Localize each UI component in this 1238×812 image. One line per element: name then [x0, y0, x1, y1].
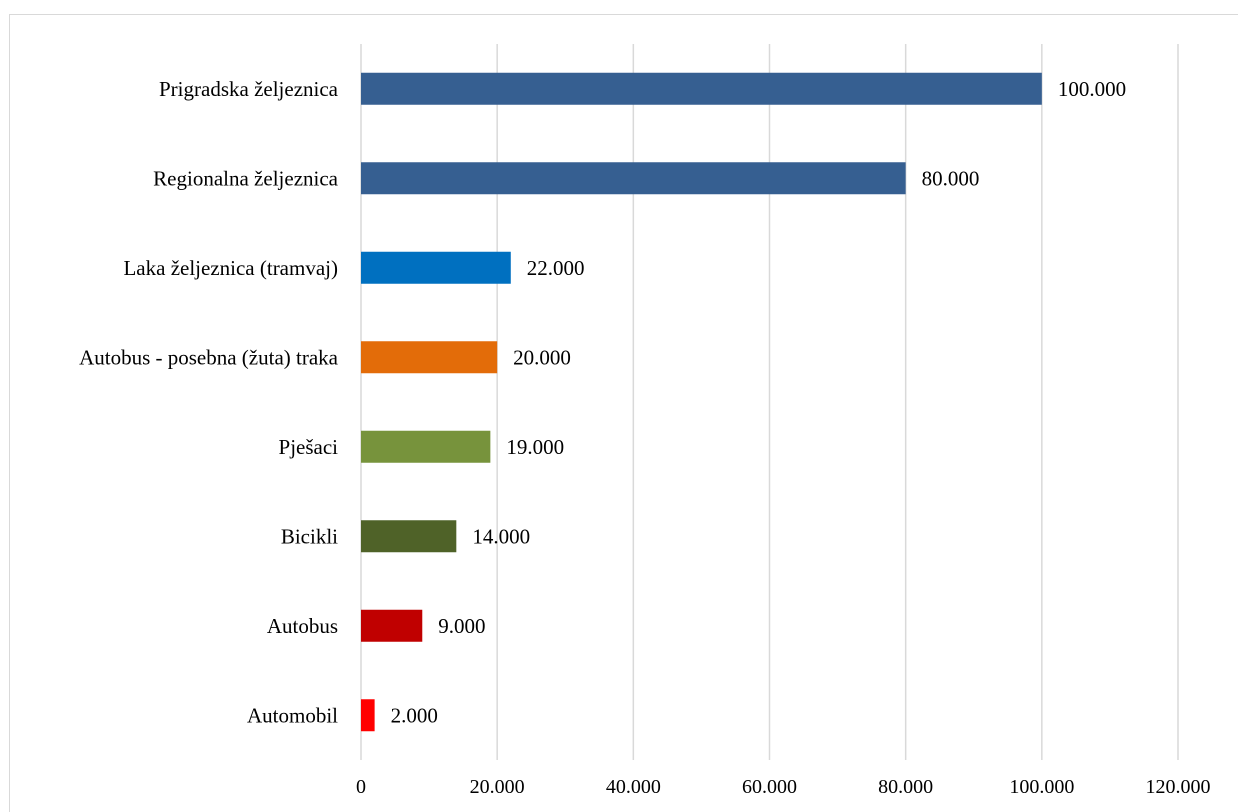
- bar: [361, 162, 906, 195]
- bar: [361, 251, 511, 284]
- category-label: Automobil: [247, 703, 338, 727]
- category-label: Laka željeznica (tramvaj): [123, 256, 338, 280]
- x-tick-label: 20.000: [470, 776, 525, 798]
- data-label: 9.000: [438, 614, 485, 638]
- data-label: 19.000: [506, 435, 564, 459]
- x-tick-label: 100.000: [1009, 776, 1074, 798]
- bar: [361, 609, 423, 642]
- x-tick-label: 0: [356, 776, 366, 798]
- category-label: Regionalna željeznica: [153, 166, 338, 190]
- x-tick-label: 120.000: [1146, 776, 1211, 798]
- bars: [361, 72, 1042, 732]
- bar: [361, 699, 375, 732]
- data-label: 22.000: [527, 256, 585, 280]
- bar: [361, 520, 457, 553]
- data-labels: 100.000 80.000 22.000 20.000 19.000 14.000 9.0…: [391, 77, 1126, 728]
- category-label: Prigradska željeznica: [159, 77, 339, 101]
- x-tick-label: 40.000: [606, 776, 661, 798]
- x-tick-label: 80.000: [878, 776, 933, 798]
- data-label: 80.000: [922, 166, 980, 190]
- category-labels: Prigradska željeznica Regionalna željezni…: [79, 77, 339, 728]
- category-label: Pješaci: [279, 435, 339, 459]
- category-label: Autobus: [267, 614, 338, 638]
- category-label: Autobus - posebna (žuta) traka: [79, 345, 339, 369]
- bar: [361, 72, 1042, 105]
- x-axis-tick-labels: 0 20.000 40.000 60.000 80.000 100.000 120.000: [356, 776, 1211, 798]
- data-label: 100.000: [1058, 77, 1126, 101]
- bar: [361, 341, 498, 374]
- bar: [361, 430, 491, 463]
- data-label: 14.000: [472, 524, 530, 548]
- chart-frame: [9, 14, 1238, 812]
- data-label: 2.000: [391, 703, 438, 727]
- data-label: 20.000: [513, 345, 571, 369]
- x-tick-label: 60.000: [742, 776, 797, 798]
- gridlines: [360, 44, 1179, 760]
- category-label: Bicikli: [281, 524, 338, 548]
